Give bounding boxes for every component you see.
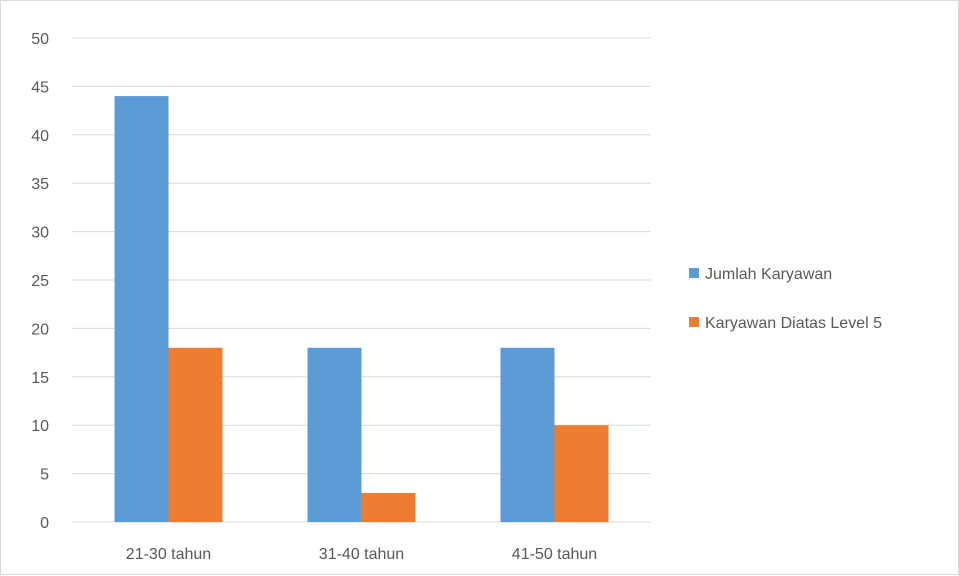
legend-swatch [689,268,699,278]
legend-label: Karyawan Diatas Level 5 [705,315,882,332]
y-axis: 0 5 10 15 20 25 30 35 40 45 50 [31,31,49,532]
legend: Jumlah Karyawan Karyawan Diatas Level 5 [689,266,882,332]
x-axis: 21-30 tahun 31-40 tahun 41-50 tahun [126,546,597,563]
y-tick-label: 10 [31,418,49,435]
legend-label: Jumlah Karyawan [705,266,832,283]
bar-jumlah-karyawan-1 [307,347,362,522]
x-tick-label: 21-30 tahun [126,546,211,563]
y-tick-label: 50 [31,31,49,48]
y-tick-label: 40 [31,128,49,145]
y-tick-label: 25 [31,273,49,290]
legend-swatch [689,317,699,327]
y-tick-label: 35 [31,176,49,193]
y-tick-label: 30 [31,225,49,242]
y-tick-label: 0 [40,515,49,532]
y-tick-label: 15 [31,370,49,387]
y-tick-label: 20 [31,321,49,338]
y-tick-label: 45 [31,79,49,96]
bars [114,96,609,522]
bar-jumlah-karyawan-0 [114,96,169,522]
bar-karyawan-diatas-level-5-0 [168,347,223,522]
bar-jumlah-karyawan-2 [500,347,555,522]
bar-karyawan-diatas-level-5-2 [554,425,609,522]
x-tick-label: 31-40 tahun [319,546,404,563]
x-tick-label: 41-50 tahun [512,546,597,563]
y-tick-label: 5 [40,467,49,484]
bar-karyawan-diatas-level-5-1 [361,492,416,522]
